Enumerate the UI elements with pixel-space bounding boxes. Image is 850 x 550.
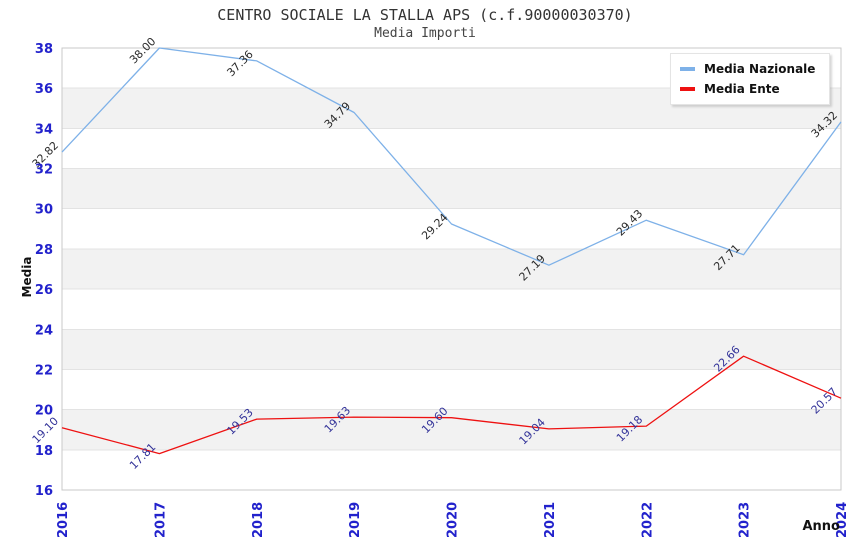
y-tick-label: 32 <box>35 163 53 178</box>
x-axis-title: Anno <box>802 519 840 534</box>
x-tick-label: 2018 <box>251 502 266 538</box>
line-media-ente <box>61 355 842 455</box>
legend-swatch-media-nazionale <box>680 67 695 71</box>
legend: Media Nazionale Media Ente <box>670 53 831 105</box>
legend-item-media-nazionale: Media Nazionale <box>680 63 815 75</box>
x-tick-label: 2016 <box>56 502 71 538</box>
y-tick-label: 26 <box>35 283 53 298</box>
legend-label: Media Nazionale <box>704 62 816 76</box>
background-band <box>62 168 841 209</box>
chart-subtitle: Media Importi <box>374 26 476 41</box>
y-axis-title: Media <box>20 256 34 298</box>
y-tick-label: 22 <box>35 363 53 378</box>
y-tick-label: 36 <box>35 82 53 97</box>
y-tick-label: 38 <box>35 42 53 57</box>
y-tick-label: 18 <box>35 444 53 459</box>
y-tick-label: 34 <box>35 122 53 137</box>
x-tick-label: 2019 <box>348 502 363 538</box>
point-label-media-nazionale: 37.36 <box>224 48 255 79</box>
y-tick-label: 24 <box>35 323 53 338</box>
y-tick-label: 28 <box>35 243 53 258</box>
point-label-media-ente: 19.10 <box>30 415 61 446</box>
legend-label: Media Ente <box>704 82 780 96</box>
y-tick-label: 20 <box>35 404 53 419</box>
line-media-nazionale <box>61 47 842 266</box>
background-band <box>62 248 841 290</box>
x-tick-label: 2017 <box>153 502 168 538</box>
plot-border <box>61 47 842 491</box>
legend-swatch-media-ente <box>680 87 695 91</box>
chart-title: CENTRO SOCIALE LA STALLA APS (c.f.900000… <box>217 6 633 24</box>
x-tick-label: 2023 <box>738 502 753 538</box>
y-tick-label: 16 <box>35 484 53 499</box>
legend-item-media-ente: Media Ente <box>680 83 815 95</box>
x-tick-label: 2022 <box>640 502 655 538</box>
background-band <box>62 329 841 370</box>
y-tick-label: 30 <box>35 203 53 218</box>
x-tick-label: 2020 <box>446 502 461 538</box>
background-band <box>62 409 841 450</box>
point-label-media-nazionale: 29.24 <box>419 211 450 242</box>
x-tick-label: 2024 <box>835 502 850 538</box>
x-tick-label: 2021 <box>543 502 558 538</box>
